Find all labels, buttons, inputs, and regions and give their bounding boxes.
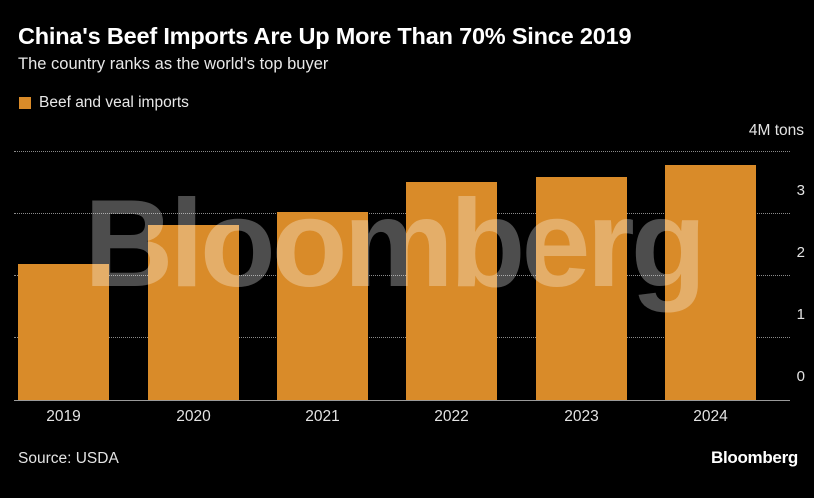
- x-tick-2019: 2019: [46, 408, 81, 425]
- x-tick-2021: 2021: [305, 408, 340, 425]
- header: China's Beef Imports Are Up More Than 70…: [18, 22, 798, 75]
- source-note: Source: USDA: [18, 450, 119, 467]
- legend-item-label: Beef and veal imports: [39, 94, 189, 111]
- bar-2022: [406, 182, 497, 400]
- bar-2024: [665, 165, 756, 400]
- gridline-4: [14, 151, 790, 152]
- x-tick-2020: 2020: [176, 408, 211, 425]
- y-axis-unit-label: 4M tons: [748, 122, 804, 139]
- y-tick-0: 0: [796, 368, 805, 385]
- bar-2021: [277, 212, 368, 400]
- x-tick-2024: 2024: [693, 408, 728, 425]
- bar-2019: [18, 264, 109, 400]
- page-title: China's Beef Imports Are Up More Than 70…: [18, 23, 632, 49]
- bar-2023: [536, 177, 627, 400]
- gridline-2: [14, 275, 790, 276]
- bar-2020: [148, 225, 239, 400]
- x-tick-2023: 2023: [564, 408, 599, 425]
- x-tick-2022: 2022: [434, 408, 469, 425]
- bloomberg-logo: Bloomberg: [710, 448, 798, 467]
- y-tick-2: 2: [796, 244, 805, 261]
- y-tick-1: 1: [796, 306, 805, 323]
- square-swatch-icon: [19, 97, 31, 109]
- chart-legend: Beef and veal imports: [19, 95, 189, 111]
- x-axis-line: [14, 400, 790, 401]
- y-tick-3: 3: [796, 182, 805, 199]
- gridline-3: [14, 213, 790, 214]
- page-subtitle: The country ranks as the world's top buy…: [18, 55, 329, 73]
- gridline-1: [14, 337, 790, 338]
